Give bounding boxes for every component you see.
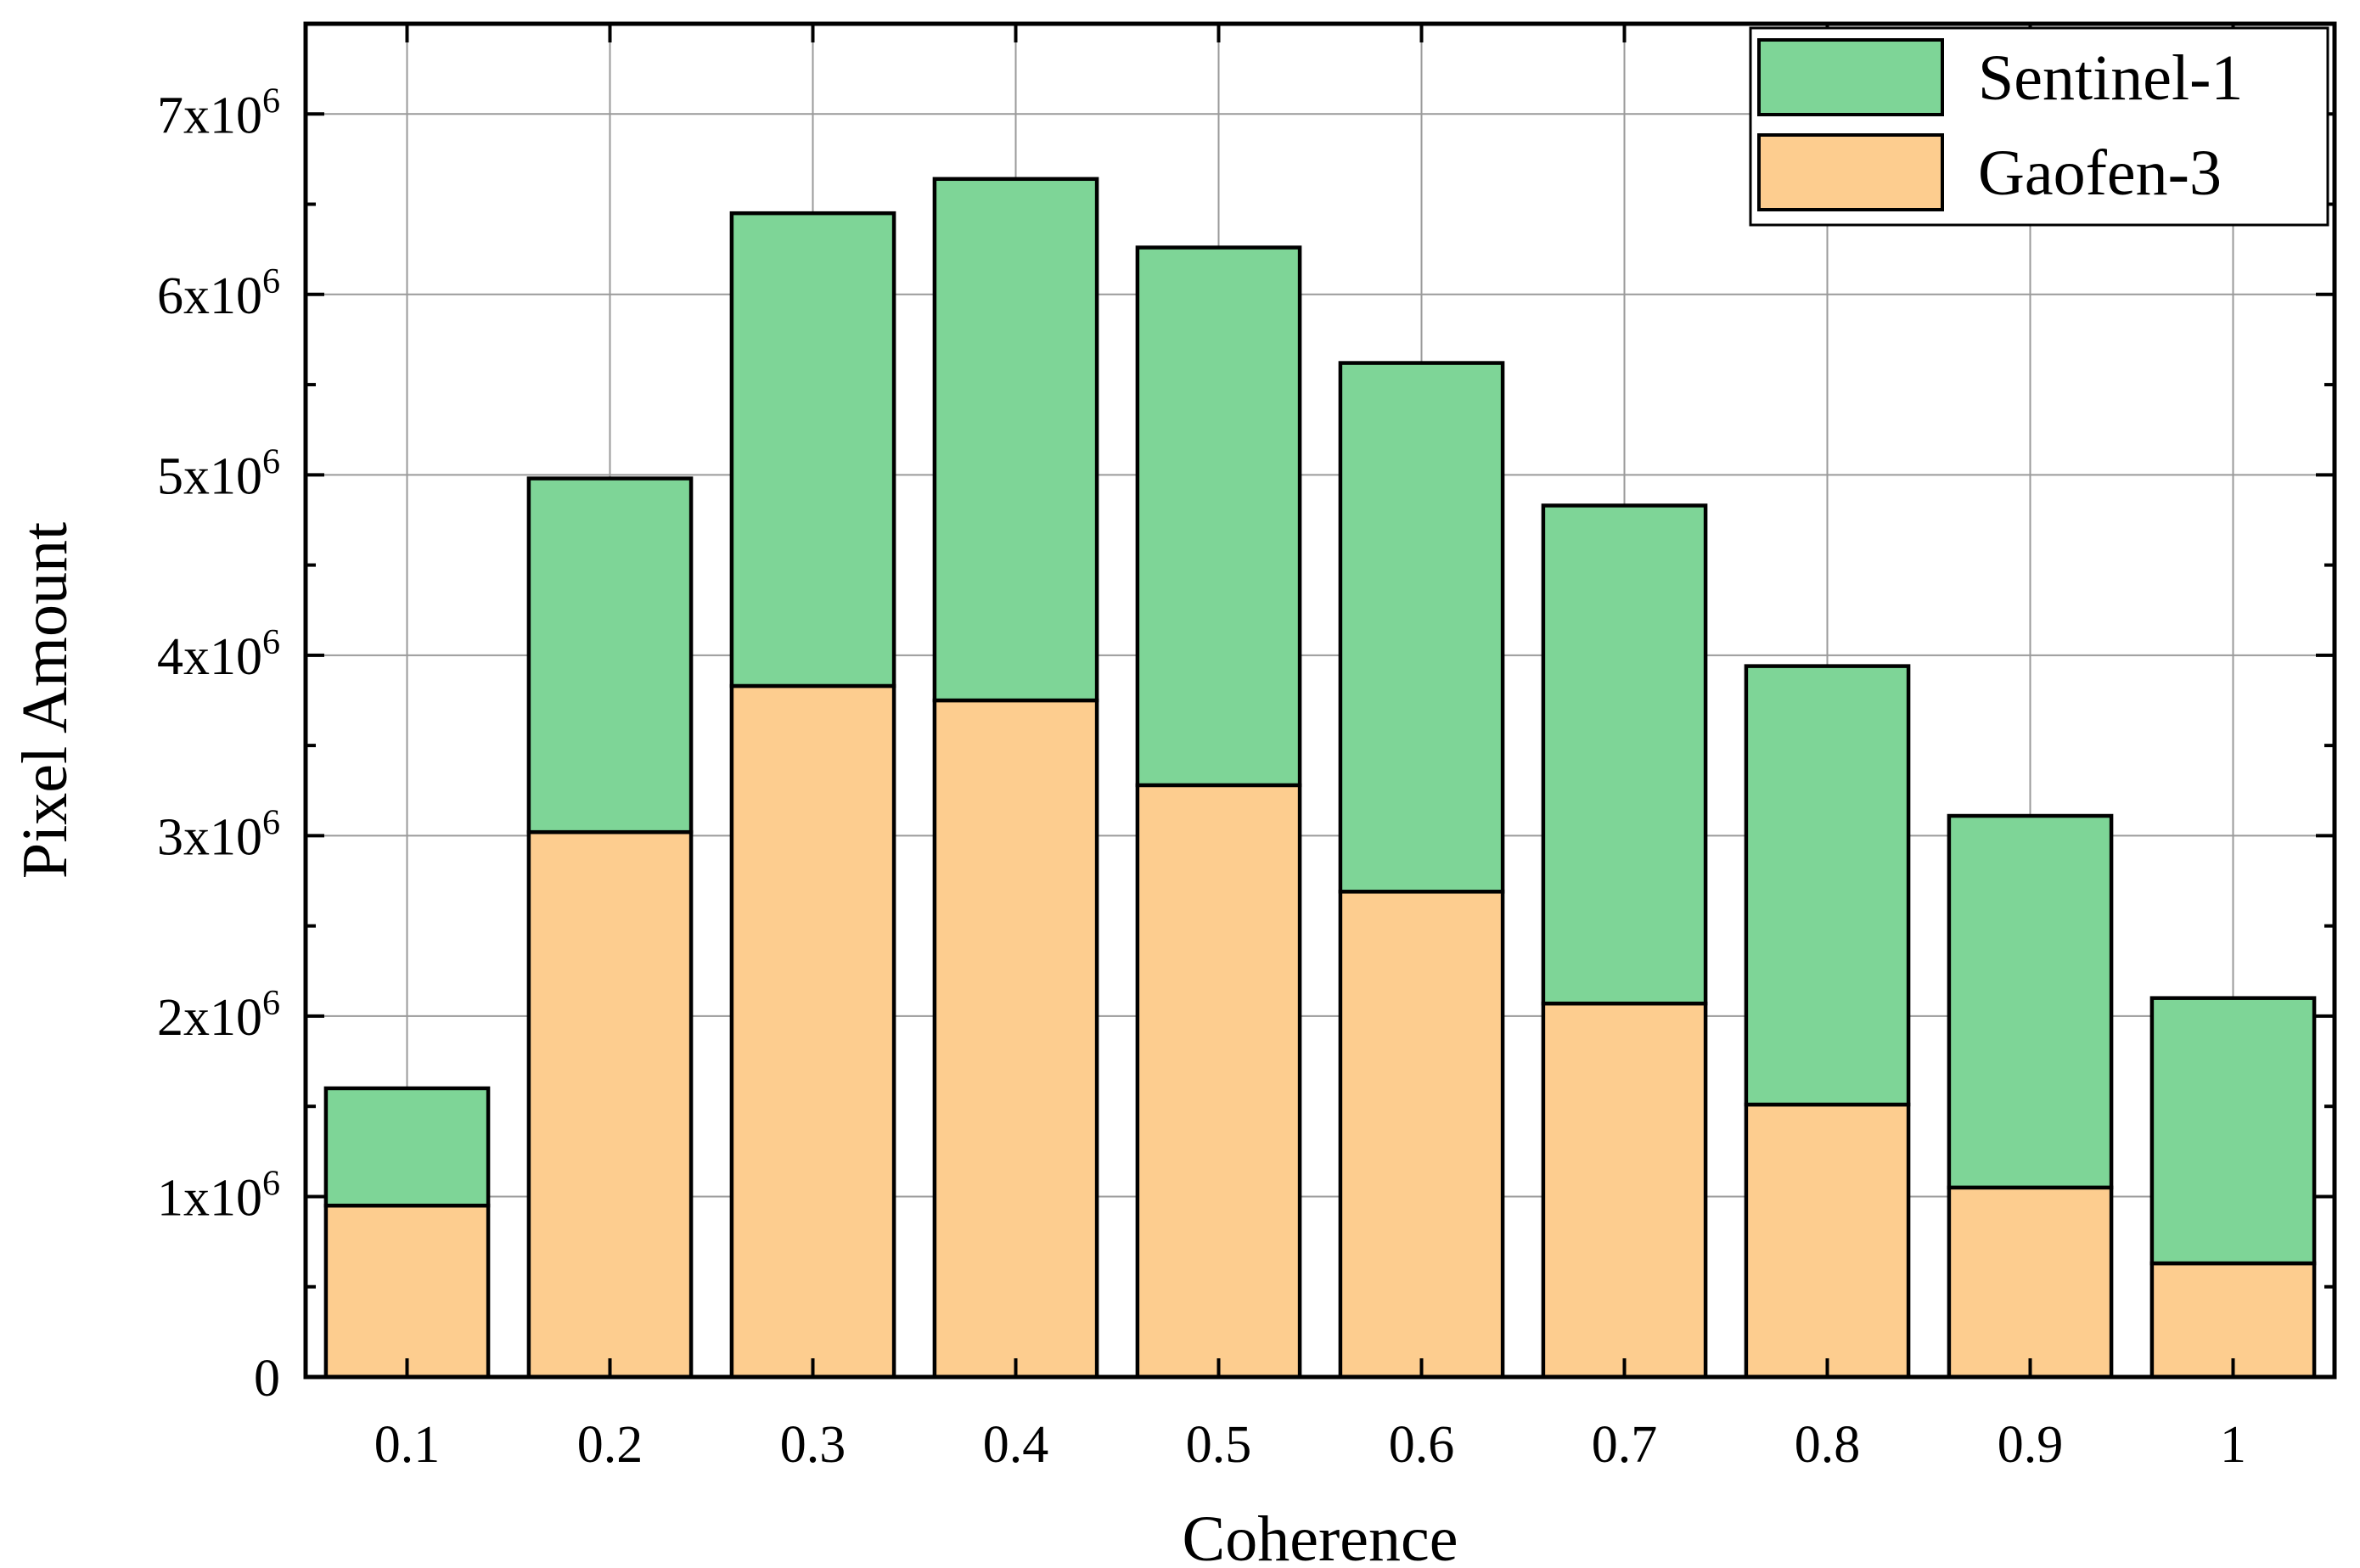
legend: Sentinel-1 Gaofen-3 <box>1749 26 2329 227</box>
x-axis-title: Coherence <box>1183 1503 1458 1568</box>
bar-sentinel-1-0.1 <box>323 1086 491 1208</box>
y-tick-label: 2x106 <box>157 984 280 1047</box>
bar-sentinel-1-0.2 <box>526 476 694 835</box>
legend-swatch <box>1757 133 1944 211</box>
bar-gaofen-3-0.4 <box>932 698 1099 1380</box>
y-tick-label: 5x106 <box>157 442 280 505</box>
bar-sentinel-1-0.8 <box>1744 664 1911 1107</box>
bar-gaofen-3-0.5 <box>1135 783 1302 1380</box>
bar-sentinel-1-1 <box>2149 996 2317 1266</box>
bar-gaofen-3-0.9 <box>1947 1185 2114 1380</box>
bar-gaofen-3-0.2 <box>526 829 694 1380</box>
bar-gaofen-3-0.7 <box>1541 1001 1708 1380</box>
legend-swatch <box>1757 38 1944 116</box>
x-tick-label: 1 <box>2220 1416 2246 1474</box>
x-tick-label: 0.2 <box>577 1416 643 1474</box>
legend-label: Sentinel-1 <box>1978 42 2243 114</box>
y-tick-label: 4x106 <box>157 623 280 686</box>
bars <box>323 177 2317 1380</box>
bar-sentinel-1-0.3 <box>729 211 896 688</box>
y-axis-title: Pixel Amount <box>9 522 81 879</box>
y-tick-label: 1x106 <box>157 1164 280 1227</box>
x-tick-label: 0.7 <box>1592 1416 1658 1474</box>
plot-frame <box>303 21 2337 1380</box>
y-tick-label: 6x106 <box>157 262 280 325</box>
bar-sentinel-1-0.6 <box>1338 361 1505 894</box>
y-tick-label: 0 <box>254 1350 280 1408</box>
bar-sentinel-1-0.4 <box>932 177 1099 703</box>
legend-label: Gaofen-3 <box>1978 138 2222 209</box>
bar-gaofen-3-0.6 <box>1338 890 1505 1380</box>
y-tick-label: 3x106 <box>157 803 280 866</box>
bar-gaofen-3-0.3 <box>729 683 896 1380</box>
bar-sentinel-1-0.5 <box>1135 245 1302 788</box>
bar-sentinel-1-0.9 <box>1947 813 2114 1190</box>
x-tick-label: 0.6 <box>1389 1416 1455 1474</box>
bar-gaofen-3-0.1 <box>323 1203 491 1380</box>
y-tick-label: 7x106 <box>157 81 280 144</box>
x-tick-label: 0.4 <box>983 1416 1049 1474</box>
x-tick-label: 0.1 <box>374 1416 441 1474</box>
bar-gaofen-3-0.8 <box>1744 1102 1911 1380</box>
x-tick-label: 0.8 <box>1795 1416 1861 1474</box>
bar-sentinel-1-0.7 <box>1541 503 1708 1006</box>
tick-labels: 0.1 0.2 0.3 0.4 0.5 0.6 0.7 0.8 0.9 1 0 1x106 2x106 3… <box>157 81 2246 1474</box>
x-tick-label: 0.3 <box>780 1416 846 1474</box>
x-tick-label: 0.5 <box>1186 1416 1252 1474</box>
x-tick-label: 0.9 <box>1998 1416 2064 1474</box>
